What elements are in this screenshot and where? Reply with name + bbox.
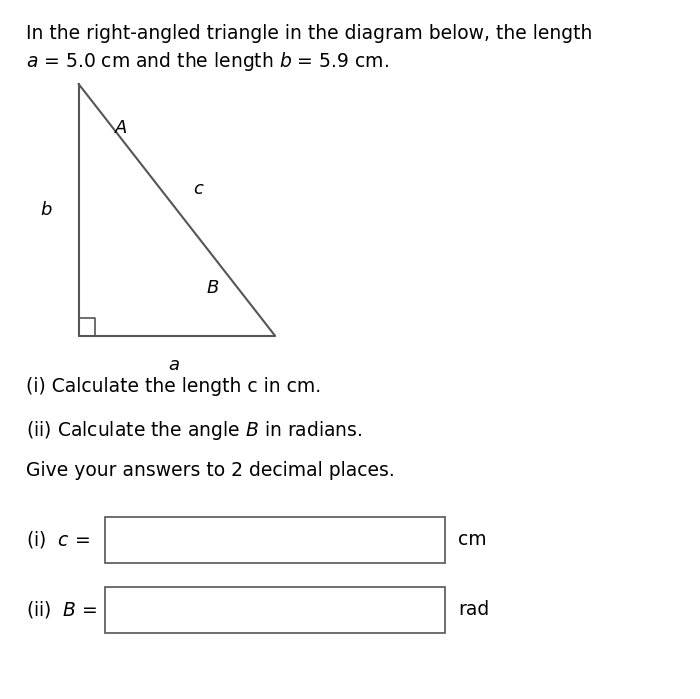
Text: Give your answers to 2 decimal places.: Give your answers to 2 decimal places.: [26, 461, 395, 480]
Text: (i)  $c$ =: (i) $c$ =: [26, 529, 90, 551]
FancyBboxPatch shape: [105, 517, 445, 563]
Text: $a$ = 5.0 cm and the length $b$ = 5.9 cm.: $a$ = 5.0 cm and the length $b$ = 5.9 cm…: [26, 50, 389, 73]
Text: B: B: [206, 279, 218, 297]
FancyBboxPatch shape: [105, 587, 445, 633]
Text: c: c: [193, 180, 203, 198]
Text: b: b: [40, 201, 52, 219]
Text: (ii)  $B$ =: (ii) $B$ =: [26, 599, 98, 621]
Text: A: A: [115, 119, 127, 137]
Text: rad: rad: [458, 600, 489, 619]
Text: (i) Calculate the length c in cm.: (i) Calculate the length c in cm.: [26, 377, 321, 396]
Text: (ii) Calculate the angle $B$ in radians.: (ii) Calculate the angle $B$ in radians.: [26, 419, 363, 442]
Text: a: a: [168, 356, 179, 375]
Text: cm: cm: [458, 531, 486, 549]
Text: In the right-angled triangle in the diagram below, the length: In the right-angled triangle in the diag…: [26, 24, 593, 43]
